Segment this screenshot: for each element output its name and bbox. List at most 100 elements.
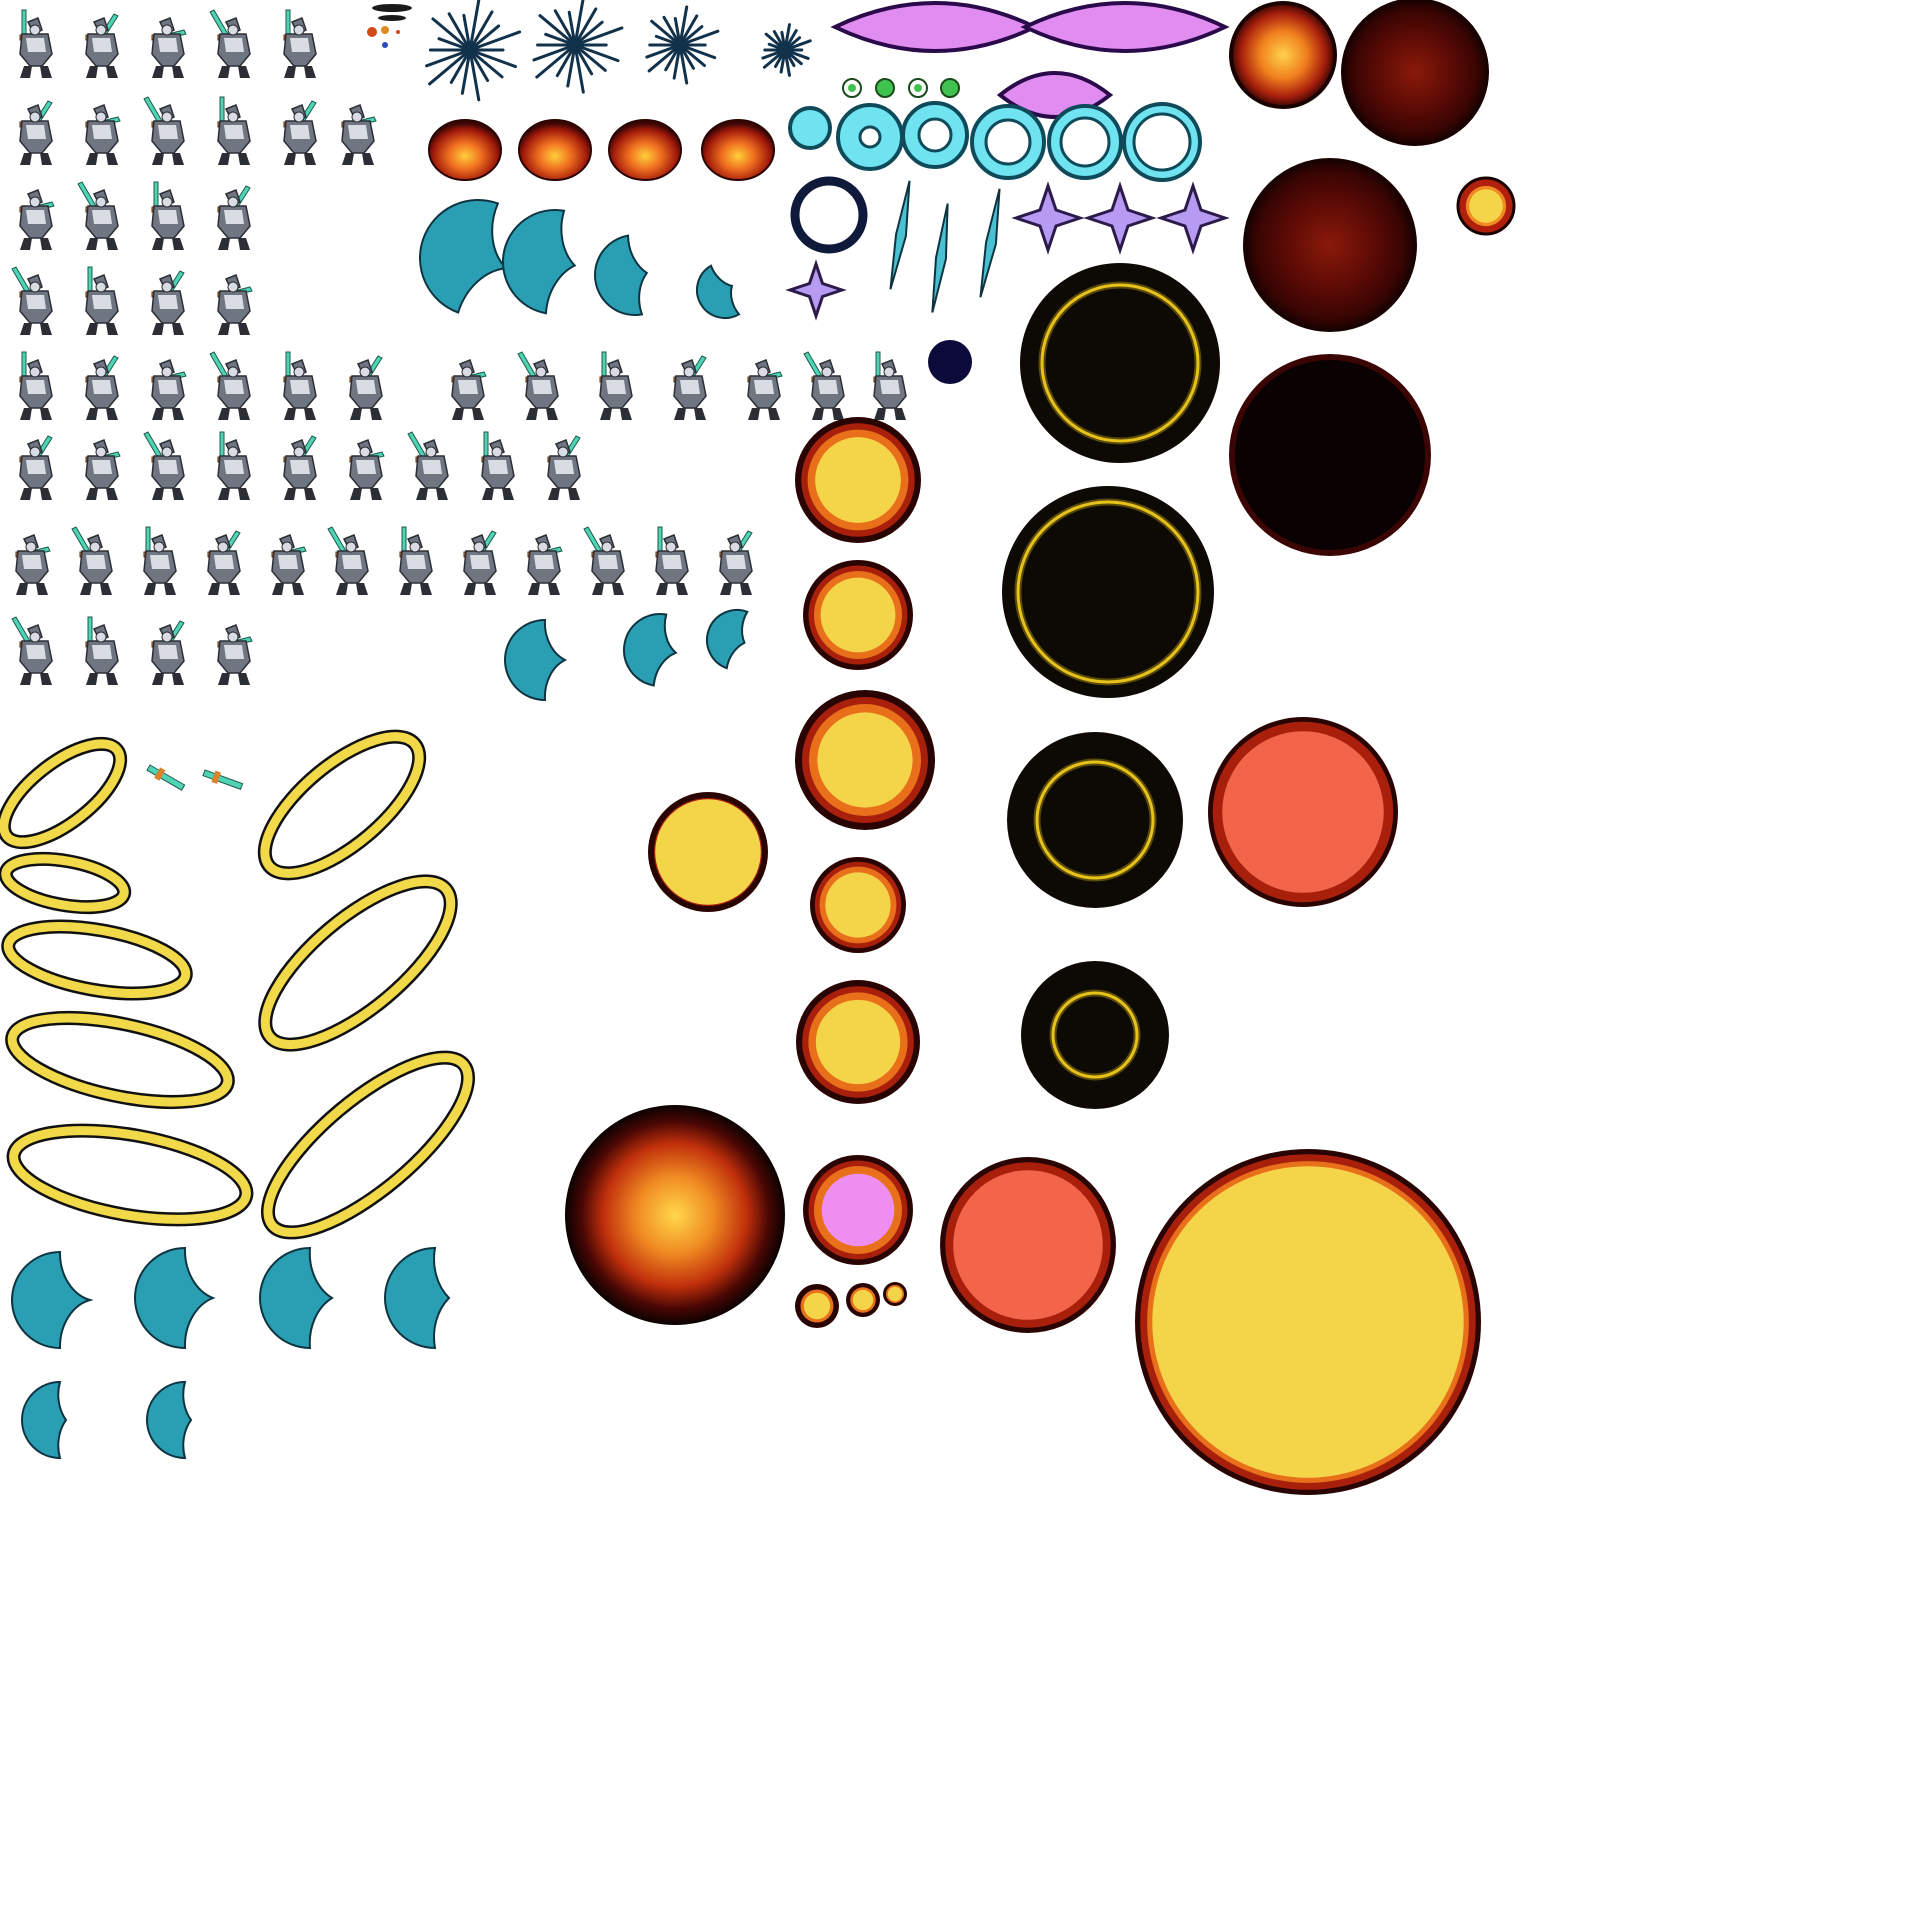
yellow-core-orb — [795, 417, 921, 543]
blade-streak — [931, 203, 949, 313]
crescent-slash — [11, 1250, 94, 1350]
fire-cloud — [428, 119, 502, 181]
yellow-ring — [1, 919, 193, 1001]
knight-sprite — [283, 351, 317, 420]
cyan-energy-ring — [836, 103, 904, 171]
knight-sprite — [19, 100, 53, 165]
yellow-core-orb — [810, 857, 906, 953]
knight-sprite — [85, 355, 119, 420]
crescent-slash — [134, 1246, 216, 1350]
small-yellow-orb — [846, 1283, 880, 1317]
knight-sprite — [451, 359, 487, 420]
purple-eye-shape — [830, 1, 1040, 53]
knight-sprite — [599, 351, 633, 420]
yellow-core-orb — [795, 690, 935, 830]
yellow-core-orb — [648, 792, 768, 912]
fire-cloud — [518, 119, 592, 181]
thrown-sword — [202, 769, 244, 790]
black-hole-orb — [1020, 263, 1220, 463]
knight-sprite — [207, 530, 241, 595]
dark-fireball-orb — [1341, 0, 1489, 146]
knight-sprite — [217, 274, 253, 335]
small-fire-orb — [1456, 176, 1516, 236]
knight-sprite — [463, 530, 497, 595]
purple-eye-shape — [1020, 1, 1230, 53]
knight-sprite — [283, 100, 317, 165]
yellow-ring — [0, 736, 128, 850]
knight-sprite — [283, 435, 317, 500]
knight-sprite — [217, 96, 251, 165]
cyan-energy-ring — [1047, 104, 1123, 180]
yellow-ring — [258, 874, 458, 1052]
star-spark — [1083, 181, 1157, 255]
giant-yellow-orb — [1135, 1149, 1481, 1495]
knight-sprite — [271, 534, 307, 595]
knight-sprite — [19, 351, 53, 420]
small-yellow-orb — [795, 1284, 839, 1328]
knight-sprite — [85, 266, 119, 335]
black-hole-orb — [1021, 961, 1169, 1109]
crescent-slash — [502, 209, 577, 315]
knight-sprite — [527, 534, 563, 595]
cyan-energy-ring — [1122, 102, 1202, 182]
knight-sprite — [655, 526, 689, 595]
knight-sprite — [217, 624, 253, 685]
star-spark — [1156, 181, 1230, 255]
spike-burst — [425, 0, 522, 102]
knight-sprite — [85, 439, 121, 500]
knight-sprite — [143, 431, 185, 500]
crescent-slash — [146, 1380, 193, 1460]
orb-frames — [565, 0, 1516, 1495]
dark-void-orb — [1229, 354, 1431, 556]
knight-sprite — [85, 616, 119, 685]
knight-sprite — [217, 185, 251, 250]
cyan-energy-ring — [970, 104, 1046, 180]
knight-sprite — [327, 526, 369, 595]
knight-sprite — [77, 181, 119, 250]
knight-sprite — [673, 355, 707, 420]
knight-sprite — [803, 351, 845, 420]
knight-sprite — [481, 431, 515, 500]
knight-sprite — [151, 359, 187, 420]
yellow-ring — [5, 1011, 235, 1109]
green-gem — [842, 78, 862, 98]
knight-sprite — [583, 526, 625, 595]
knight-sprite — [747, 359, 783, 420]
salmon-orb — [940, 1157, 1116, 1333]
yellow-ring — [260, 1050, 476, 1240]
knight-sprite — [719, 530, 753, 595]
crescent-slash — [594, 234, 649, 316]
knight-sprite — [85, 104, 121, 165]
knight-sprite — [11, 616, 53, 685]
green-gem — [875, 78, 895, 98]
fireball-orb — [1229, 1, 1337, 109]
knight-sprite — [341, 104, 377, 165]
knight-sprite — [15, 534, 51, 595]
knight-sprite — [19, 189, 55, 250]
knight-sprite — [209, 9, 251, 78]
crescent-slash — [706, 609, 749, 670]
knight-sprite-frames — [11, 9, 907, 791]
knight-sprite — [349, 439, 385, 500]
fire-cloud — [701, 119, 775, 181]
green-gem — [908, 78, 928, 98]
knight-sprite — [547, 435, 581, 500]
knight-sprite — [349, 355, 383, 420]
spike-burst — [645, 5, 720, 85]
crescent-slash — [623, 613, 678, 687]
cyan-crescent-frames — [11, 199, 749, 1460]
debris-particles — [367, 4, 412, 48]
spike-burst — [761, 23, 812, 77]
black-hole-orb — [1002, 486, 1214, 698]
crescent-slash — [419, 199, 509, 314]
crescent-slash — [21, 1380, 68, 1460]
knight-sprite — [407, 431, 449, 500]
blade-streak — [979, 188, 1001, 298]
knight-sprite — [11, 266, 53, 335]
big-fireball-orb — [565, 1105, 785, 1325]
yellow-ring-frames — [0, 729, 476, 1240]
crescent-slash — [696, 264, 741, 319]
knight-sprite — [283, 9, 317, 78]
spike-burst — [532, 0, 624, 94]
